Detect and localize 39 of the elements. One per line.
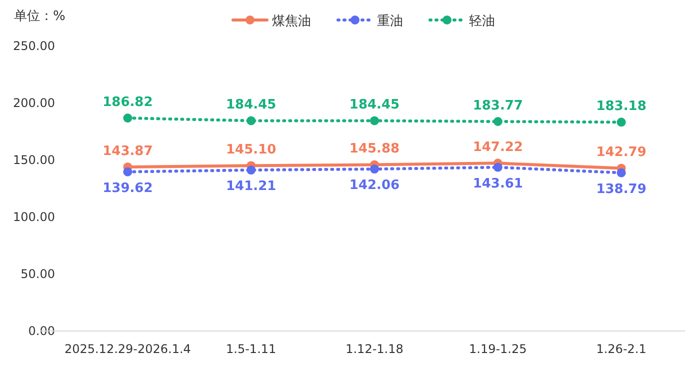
data-label: 141.21 [226, 179, 276, 194]
data-label: 142.79 [596, 145, 646, 160]
y-tick-label: 200.00 [13, 96, 55, 110]
point [123, 167, 132, 176]
point [246, 166, 256, 175]
y-axis-title: 单位：% [14, 9, 66, 24]
data-label: 145.88 [349, 142, 400, 157]
y-tick-label: 250.00 [13, 39, 55, 53]
point [493, 162, 502, 172]
point [123, 114, 132, 123]
legend-label: 重油 [377, 14, 403, 29]
legend-label: 煤焦油 [272, 14, 311, 29]
legend-label: 轻油 [469, 14, 495, 29]
point [246, 116, 256, 126]
data-label: 142.06 [349, 178, 400, 194]
point [493, 117, 502, 126]
y-tick-label: 150.00 [13, 153, 55, 167]
y-tick-label: 100.00 [13, 210, 55, 224]
x-tick-label: 1.5-1.11 [226, 342, 276, 356]
point [370, 164, 379, 174]
data-label: 139.62 [102, 180, 153, 196]
y-tick-label: 50.00 [20, 267, 55, 281]
point [616, 168, 626, 178]
data-label: 145.10 [226, 142, 276, 158]
point [370, 116, 379, 126]
data-label: 184.45 [226, 98, 276, 113]
point [616, 118, 626, 127]
data-label: 143.61 [472, 176, 523, 192]
x-tick-label: 2025.12.29-2026.1.4 [64, 342, 191, 356]
data-label: 186.82 [102, 95, 153, 110]
x-tick-label: 1.26-2.1 [596, 342, 646, 356]
data-label: 184.45 [349, 98, 400, 113]
data-label: 143.87 [102, 144, 153, 159]
data-label: 183.18 [596, 99, 646, 114]
data-label: 183.77 [472, 98, 523, 114]
x-tick-label: 1.19-1.25 [469, 342, 527, 356]
x-tick-label: 1.12-1.18 [346, 342, 404, 356]
data-label: 138.79 [596, 182, 646, 197]
data-label: 147.22 [472, 140, 523, 156]
